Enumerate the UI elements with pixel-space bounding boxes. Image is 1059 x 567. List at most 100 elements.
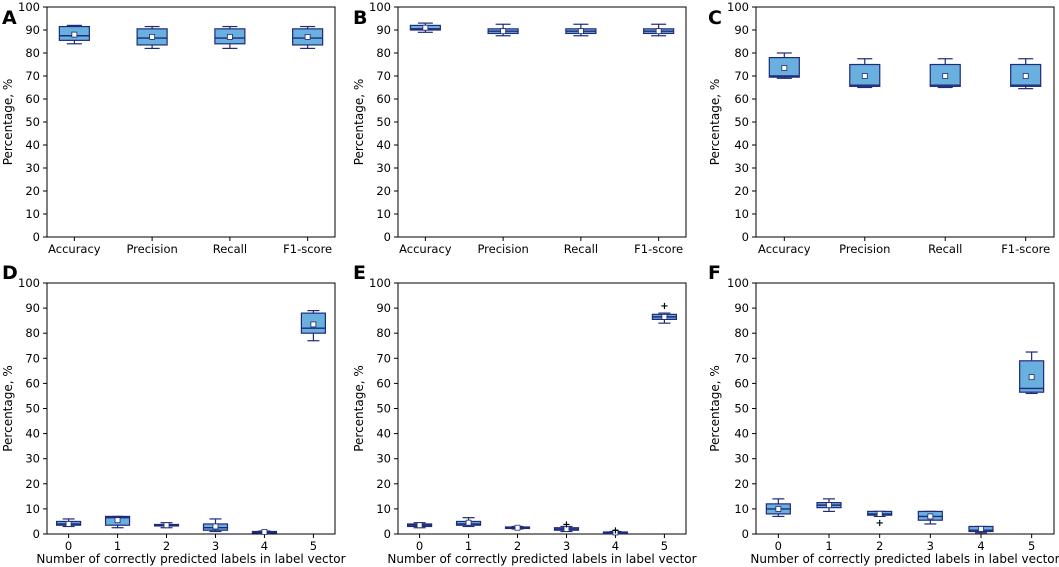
x-tick-label: 4 (977, 539, 984, 553)
x-tick-label: 2 (876, 539, 883, 553)
mean-marker (261, 529, 268, 535)
y-tick-label: 50 (734, 115, 749, 129)
y-tick-label: 70 (25, 69, 40, 83)
y-tick-label: 90 (376, 301, 391, 315)
plot-frame (46, 282, 336, 535)
panel-e: E 0 10 20 30 40 50 60 70 80 90 100 Percentage, % 0 1 2 3… (352, 262, 697, 566)
mean-marker (1022, 73, 1029, 79)
mean-marker (163, 522, 170, 529)
y-tick-label: 30 (376, 452, 391, 466)
y-tick-label: 0 (384, 230, 391, 244)
x-tick-label: 2 (514, 539, 521, 553)
flier-marker: + (562, 519, 570, 530)
panel-letter: E (353, 262, 366, 284)
y-tick-label: 0 (742, 527, 749, 541)
y-tick-label: 70 (25, 351, 40, 365)
y-tick-label: 60 (25, 376, 40, 390)
y-axis-label: Percentage, % (352, 365, 366, 452)
x-tick-label: Precision (477, 242, 528, 256)
mean-marker (978, 526, 984, 532)
y-tick-label: 80 (25, 46, 40, 60)
x-tick-label: 5 (310, 539, 317, 553)
y-tick-label: 20 (25, 184, 40, 198)
mean-marker (861, 73, 868, 79)
mean-marker (422, 24, 429, 31)
mean-marker (416, 522, 423, 529)
x-tick-label: 4 (261, 539, 268, 553)
panel-letter: D (2, 262, 18, 284)
flier-marker: + (611, 526, 619, 537)
panel-b: B 0 10 20 30 40 50 60 70 80 90 100 Percentage, % Accu… (352, 0, 687, 256)
y-tick-label: 80 (25, 326, 40, 340)
y-tick-label: 100 (369, 276, 391, 290)
mean-marker (775, 505, 782, 512)
x-tick-label: Recall (564, 242, 598, 256)
x-axis-label: Number of correctly predicted labels in … (36, 552, 345, 566)
y-tick-label: 80 (376, 46, 391, 60)
y-tick-label: 0 (33, 230, 40, 244)
x-tick-label: 0 (65, 539, 72, 553)
mean-marker (655, 28, 662, 35)
y-axis-label: Percentage, % (352, 79, 366, 166)
y-tick-label: 30 (734, 452, 749, 466)
y-tick-label: 10 (734, 502, 749, 516)
y-tick-label: 60 (734, 376, 749, 390)
x-tick-label: 4 (612, 539, 619, 553)
y-tick-label: 0 (384, 527, 391, 541)
y-tick-label: 20 (376, 477, 391, 491)
y-tick-label: 80 (376, 326, 391, 340)
y-tick-label: 100 (727, 276, 749, 290)
x-tick-label: Precision (126, 242, 177, 256)
mean-marker (114, 517, 121, 524)
x-tick-label: Accuracy (758, 242, 811, 256)
mean-marker (465, 519, 472, 526)
plot-frame (46, 6, 336, 238)
x-tick-label: F1-score (1001, 242, 1050, 256)
mean-marker (577, 28, 584, 35)
mean-marker (942, 73, 949, 79)
plot-frame (755, 6, 1055, 238)
y-tick-label: 10 (734, 207, 749, 221)
x-tick-label: 1 (465, 539, 472, 553)
panel-a: A 0 10 20 30 40 50 60 70 80 90 100 Percentage, % Accu… (1, 0, 336, 256)
y-tick-label: 60 (734, 92, 749, 106)
y-tick-label: 90 (376, 23, 391, 37)
y-tick-label: 100 (369, 0, 391, 14)
x-tick-label: 1 (114, 539, 121, 553)
y-tick-label: 50 (25, 402, 40, 416)
y-tick-label: 100 (18, 0, 40, 14)
x-tick-label: Accuracy (48, 242, 101, 256)
y-tick-label: 20 (376, 184, 391, 198)
x-tick-label: Precision (839, 242, 890, 256)
y-tick-label: 50 (734, 402, 749, 416)
panel-letter: C (708, 7, 722, 29)
y-tick-label: 30 (376, 161, 391, 175)
y-tick-label: 10 (25, 207, 40, 221)
panel-letter: F (708, 262, 721, 284)
y-tick-label: 50 (25, 115, 40, 129)
y-tick-label: 60 (376, 376, 391, 390)
mean-marker (149, 34, 156, 40)
y-tick-label: 70 (734, 69, 749, 83)
y-tick-label: 40 (376, 427, 391, 441)
x-tick-label: 2 (163, 539, 170, 553)
y-tick-label: 10 (25, 502, 40, 516)
x-axis-label: Number of correctly predicted labels in … (750, 552, 1059, 566)
y-tick-label: 30 (734, 161, 749, 175)
y-tick-label: 60 (25, 92, 40, 106)
mean-marker (612, 529, 619, 536)
y-tick-label: 50 (376, 115, 391, 129)
mean-marker (226, 34, 233, 40)
y-tick-label: 80 (734, 326, 749, 340)
y-tick-label: 80 (734, 46, 749, 60)
mean-marker (304, 34, 311, 40)
mean-marker (927, 513, 934, 520)
mean-marker (826, 502, 832, 509)
y-tick-label: 40 (734, 427, 749, 441)
y-tick-label: 0 (33, 527, 40, 541)
y-tick-label: 0 (742, 230, 749, 244)
x-tick-label: 1 (825, 539, 832, 553)
x-tick-label: 5 (661, 539, 668, 553)
mean-marker (71, 31, 78, 38)
